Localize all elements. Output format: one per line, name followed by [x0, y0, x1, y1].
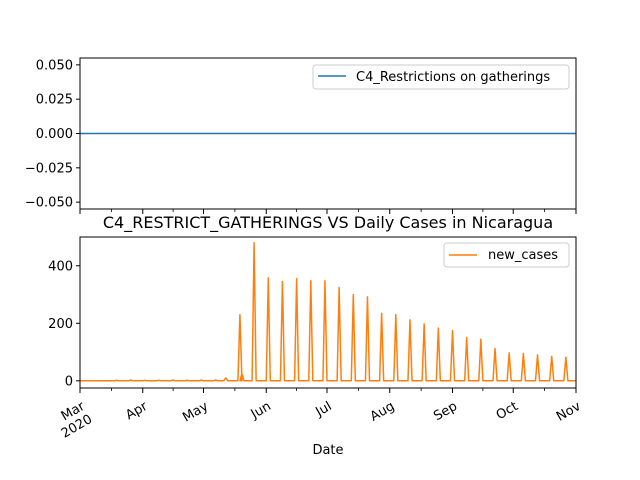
cases-axes-frame [79, 236, 577, 389]
restrictions-x-ticks [79, 209, 577, 214]
cases-x-tick-label-line: Jul [313, 399, 335, 420]
restrictions-y-tick-label: −0.025 [25, 161, 73, 176]
restrictions-legend: C4_Restrictions on gatherings [312, 64, 570, 90]
restrictions-y-tick-label: 0.050 [36, 58, 73, 73]
restrictions-legend-label: C4_Restrictions on gatherings [356, 70, 550, 85]
cases-legend: new_cases [443, 242, 570, 268]
cases-x-tick-label: Jul [313, 399, 335, 420]
cases-series-line [80, 242, 576, 382]
x-axis-label: Date [312, 443, 343, 458]
cases-series-layer [80, 242, 576, 382]
cases-y-ticks: 0 200 400 [48, 259, 80, 389]
restrictions-y-ticks: −0.050 −0.025 0.000 0.025 0.050 [25, 58, 80, 211]
cases-y-tick-label: 0 [65, 374, 73, 389]
cases-y-tick-label: 200 [48, 317, 73, 332]
restrictions-y-tick-label: −0.050 [25, 196, 73, 211]
cases-legend-box [443, 242, 570, 268]
restrictions-y-tick-label: 0.000 [36, 127, 73, 142]
restrictions-y-tick-label: 0.025 [36, 93, 73, 108]
restrictions-axes: −0.050 −0.025 0.000 0.025 0.050 C4_Restricti… [25, 57, 577, 214]
restrictions-legend-box [312, 64, 570, 90]
cases-legend-label: new_cases [488, 248, 558, 263]
cases-y-tick-label: 400 [48, 259, 73, 274]
chart-title: C4_RESTRICT_GATHERINGS VS Daily Cases in… [103, 213, 553, 233]
